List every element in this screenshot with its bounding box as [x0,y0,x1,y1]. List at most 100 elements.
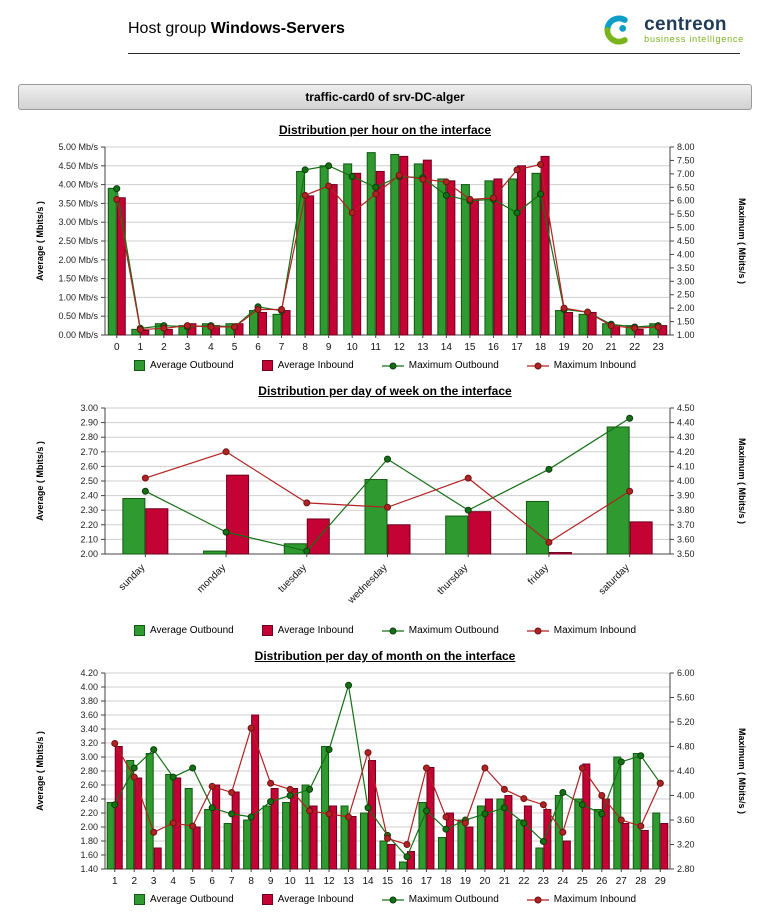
svg-text:3.50: 3.50 [677,263,695,273]
legend-item-average-inbound: Average Inbound [261,625,354,636]
svg-text:27: 27 [616,876,628,887]
svg-text:2.00: 2.00 [80,549,98,559]
svg-text:18: 18 [535,342,547,353]
svg-text:10: 10 [285,876,297,887]
legend-line-dot-maximum-outbound-icon [381,627,404,634]
svg-text:4.50 Mb/s: 4.50 Mb/s [58,161,98,171]
legend-label: Maximum Inbound [553,625,637,636]
svg-text:4.30: 4.30 [677,432,695,442]
left-axis-title: Average ( Mbits/s ) [35,441,45,521]
svg-text:5.20: 5.20 [677,717,695,727]
hour-chart: 0.00 Mb/s 0.50 Mb/s 1.00 Mb/s 1.50 Mb/s 2.00… [10,139,760,359]
svg-text:18: 18 [440,876,452,887]
legend-swatch-average-inbound-icon [261,625,273,636]
svg-text:3.00: 3.00 [80,752,98,762]
svg-text:3.80: 3.80 [677,505,695,515]
svg-text:3.20: 3.20 [80,738,98,748]
svg-text:2.80: 2.80 [80,432,98,442]
legend-label: Average Inbound [277,360,354,371]
legend-line-dot-maximum-inbound-icon [526,896,549,903]
weekday-distribution-section: Distribution per day of week on the inte… [10,384,760,636]
svg-text:4: 4 [208,342,214,353]
svg-text:23: 23 [538,876,550,887]
svg-text:4.10: 4.10 [677,461,695,471]
legend-item-average-inbound: Average Inbound [261,360,354,371]
monthday-chart-title: Distribution per day of month on the int… [254,649,516,663]
svg-text:2.60: 2.60 [80,461,98,471]
report-title-bar: traffic-card0 of srv-DC-alger [18,84,752,110]
svg-text:2.50: 2.50 [80,476,98,486]
svg-text:3.40: 3.40 [80,724,98,734]
svg-text:4.40: 4.40 [677,418,695,428]
svg-text:2.60: 2.60 [80,780,98,790]
svg-text:sunday: sunday [117,562,148,593]
svg-text:6: 6 [209,876,215,887]
svg-text:12: 12 [394,342,406,353]
svg-text:3.90: 3.90 [677,491,695,501]
svg-text:9: 9 [268,876,274,887]
host-group-name: Windows-Servers [210,20,345,37]
svg-text:17: 17 [511,342,523,353]
svg-text:2.30: 2.30 [80,505,98,515]
legend-line-dot-maximum-outbound-icon [381,362,404,369]
svg-text:8: 8 [302,342,308,353]
svg-text:0.00 Mb/s: 0.00 Mb/s [58,330,98,340]
svg-text:1.50: 1.50 [677,317,695,327]
svg-text:6.00: 6.00 [677,196,695,206]
svg-text:8.00: 8.00 [677,142,695,152]
legend-swatch-average-outbound-icon [133,360,145,371]
svg-text:3: 3 [151,876,157,887]
svg-text:26: 26 [596,876,608,887]
svg-text:6: 6 [255,342,261,353]
svg-text:1: 1 [112,876,118,887]
svg-text:7.00: 7.00 [677,169,695,179]
legend-item-maximum-outbound: Maximum Outbound [381,625,499,636]
svg-text:14: 14 [441,342,453,353]
svg-text:3.00: 3.00 [80,403,98,413]
legend-line-dot-maximum-inbound-icon [526,362,549,369]
svg-text:9: 9 [326,342,332,353]
report-title-text: traffic-card0 of srv-DC-alger [305,90,465,104]
legend-swatch-average-outbound-icon [133,625,145,636]
monthday-distribution-section: Distribution per day of month on the int… [10,649,760,905]
svg-text:2.10: 2.10 [80,534,98,544]
svg-text:2.90: 2.90 [80,418,98,428]
svg-text:2.00: 2.00 [677,303,695,313]
svg-text:3.70: 3.70 [677,520,695,530]
svg-text:3.80: 3.80 [80,696,98,706]
svg-text:1: 1 [138,342,144,353]
svg-text:24: 24 [557,876,569,887]
hour-distribution-chart-svg: 0.00 Mb/s 0.50 Mb/s 1.00 Mb/s 1.50 Mb/s 2.00… [35,142,747,353]
svg-text:7: 7 [279,342,285,353]
svg-text:0: 0 [114,342,120,353]
svg-text:2.70: 2.70 [80,447,98,457]
legend-line-dot-maximum-inbound-icon [526,627,549,634]
legend-swatch-average-inbound-icon [261,360,273,371]
svg-text:25: 25 [577,876,589,887]
right-axis-title: Maximum ( Mbits/s ) [737,198,747,284]
svg-text:12: 12 [323,876,335,887]
right-axis-title: Maximum ( Mbits/s ) [737,728,747,814]
legend-item-maximum-inbound: Maximum Inbound [526,625,637,636]
legend-item-average-outbound: Average Outbound [133,625,234,636]
svg-text:28: 28 [635,876,647,887]
legend-item-average-outbound: Average Outbound [133,360,234,371]
legend-label: Maximum Inbound [553,360,637,371]
svg-text:5.60: 5.60 [677,693,695,703]
centreon-logo: centreon business intelligence [601,12,744,48]
svg-text:4.50: 4.50 [677,236,695,246]
svg-text:2.00 Mb/s: 2.00 Mb/s [58,255,98,265]
svg-text:wednesday: wednesday [345,562,389,606]
svg-text:13: 13 [343,876,355,887]
legend-item-maximum-outbound: Maximum Outbound [381,894,499,905]
svg-text:6.50: 6.50 [677,182,695,192]
left-axis-title: Average ( Mbits/s ) [35,731,45,811]
svg-text:0.50 Mb/s: 0.50 Mb/s [58,311,98,321]
svg-text:2.80: 2.80 [677,864,695,874]
svg-text:thursday: thursday [435,562,470,597]
svg-text:3.60: 3.60 [677,534,695,544]
legend-label: Maximum Inbound [553,894,637,905]
svg-text:22: 22 [629,342,641,353]
svg-text:3.60: 3.60 [80,710,98,720]
